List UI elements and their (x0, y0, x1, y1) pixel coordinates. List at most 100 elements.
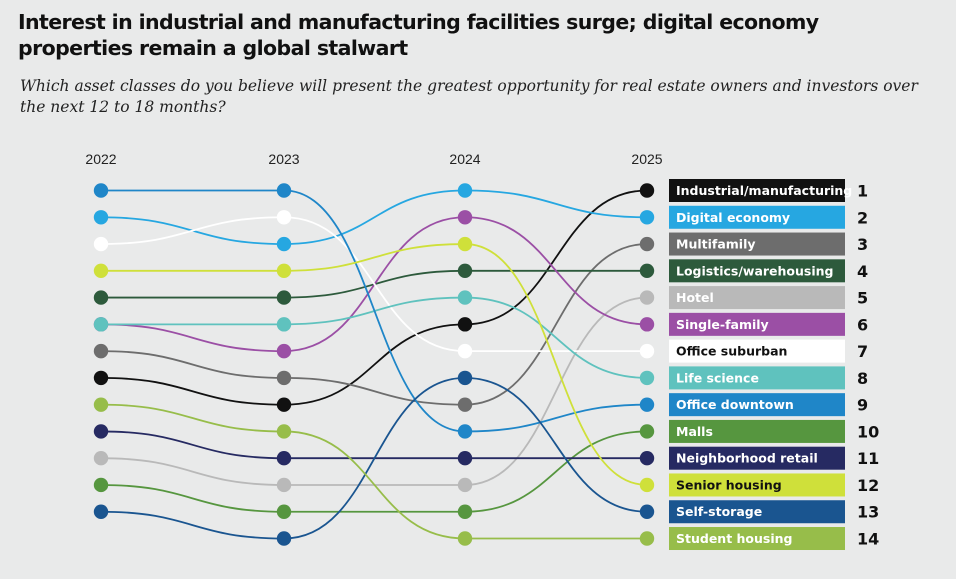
point-student-housing-2022 (93, 397, 109, 412)
point-office-suburban-2023 (276, 210, 292, 225)
legend-label-single-family: Single-family (676, 317, 769, 332)
point-malls-2025 (639, 424, 655, 439)
point-student-housing-2025 (639, 531, 655, 546)
rank-number-7: 7 (857, 342, 868, 361)
rank-number-9: 9 (857, 396, 868, 415)
rank-legend: Industrial/manufacturing 1 Digital economy… (669, 179, 879, 551)
legend-label-self-storage: Self-storage (676, 504, 762, 519)
point-student-housing-2023 (276, 424, 292, 439)
point-single-family-2024 (457, 210, 473, 225)
rank-number-2: 2 (857, 208, 868, 227)
point-self-storage-2022 (93, 504, 109, 519)
series-line-office-downtown (101, 189, 648, 433)
series-line-single-family (100, 216, 648, 353)
point-senior-housing-2022 (93, 263, 109, 279)
year-axis: 2022 2023 2024 2025 (85, 151, 662, 167)
point-digital-economy-2023 (276, 236, 292, 252)
point-digital-economy-2024 (457, 183, 473, 198)
point-office-suburban-2022 (93, 236, 109, 252)
rank-number-6: 6 (857, 315, 868, 334)
point-self-storage-2025 (639, 504, 655, 519)
year-label-2024: 2024 (449, 151, 480, 167)
point-multifamily-2025 (639, 236, 655, 252)
point-logistics-warehousing-2024 (457, 263, 473, 279)
legend-box-single-family (669, 312, 845, 336)
legend-label-office-downtown: Office downtown (676, 397, 794, 412)
rank-number-4: 4 (857, 262, 868, 281)
point-industrial-manufacturing-2024 (457, 317, 473, 332)
chart-title: Interest in industrial and manufacturing… (18, 10, 819, 60)
series-dots (93, 183, 655, 546)
point-industrial-manufacturing-2023 (276, 397, 292, 412)
legend-box-self-storage (669, 500, 845, 524)
point-malls-2022 (93, 477, 109, 493)
point-life-science-2023 (276, 317, 292, 332)
point-logistics-warehousing-2023 (276, 290, 292, 305)
point-digital-economy-2025 (639, 210, 655, 225)
point-neighborhood-retail-2023 (276, 451, 292, 466)
legend-box-neighborhood-retail (669, 446, 845, 470)
point-industrial-manufacturing-2025 (639, 183, 655, 198)
point-digital-economy-2022 (93, 210, 109, 225)
series-line-malls (100, 430, 648, 513)
point-neighborhood-retail-2022 (93, 424, 109, 439)
series-line-neighborhood-retail (100, 430, 647, 460)
point-multifamily-2023 (276, 370, 292, 386)
point-office-downtown-2022 (93, 183, 109, 198)
legend-label-malls: Malls (676, 424, 713, 439)
year-label-2023: 2023 (268, 151, 299, 167)
legend-label-senior-housing: Senior housing (676, 477, 782, 492)
legend-label-industrial-manufacturing: Industrial/manufacturing (676, 183, 852, 198)
rank-number-1: 1 (857, 182, 868, 201)
legend-label-hotel: Hotel (676, 290, 714, 305)
legend-box-digital-economy (669, 205, 845, 229)
year-label-2022: 2022 (85, 151, 116, 167)
chart-subtitle: Which asset classes do you believe will … (20, 77, 918, 116)
point-student-housing-2024 (457, 531, 473, 546)
legend-label-office-suburban: Office suburban (676, 344, 787, 359)
point-logistics-warehousing-2022 (93, 290, 109, 305)
legend-box-office-suburban (669, 339, 845, 363)
point-life-science-2025 (639, 370, 655, 386)
rank-number-8: 8 (857, 369, 868, 388)
point-logistics-warehousing-2025 (639, 263, 655, 279)
legend-label-student-housing: Student housing (676, 531, 793, 546)
point-hotel-2023 (276, 477, 292, 493)
rank-number-14: 14 (857, 530, 879, 549)
legend-label-logistics-warehousing: Logistics/warehousing (676, 263, 833, 278)
point-industrial-manufacturing-2022 (93, 370, 109, 386)
point-life-science-2024 (457, 290, 473, 305)
series-line-office-suburban (100, 216, 647, 353)
legend-box-senior-housing (669, 473, 845, 497)
rank-number-12: 12 (857, 476, 879, 495)
point-hotel-2022 (93, 451, 109, 466)
legend-box-life-science (669, 366, 845, 390)
point-office-downtown-2024 (457, 424, 473, 439)
legend-label-digital-economy: Digital economy (676, 210, 790, 225)
legend-box-multifamily (669, 232, 845, 256)
point-office-suburban-2024 (457, 343, 473, 359)
legend-box-student-housing (669, 527, 845, 551)
point-senior-housing-2024 (457, 236, 473, 252)
rank-number-3: 3 (857, 235, 868, 254)
point-malls-2023 (276, 504, 292, 519)
legend-box-malls (669, 419, 845, 443)
year-label-2025: 2025 (631, 151, 662, 167)
point-multifamily-2022 (93, 343, 109, 359)
series-line-digital-economy (100, 189, 648, 245)
point-self-storage-2024 (457, 370, 473, 386)
series-lines (100, 189, 648, 540)
point-senior-housing-2025 (639, 477, 655, 493)
point-office-suburban-2025 (639, 343, 655, 359)
point-single-family-2025 (639, 317, 655, 332)
point-office-downtown-2023 (276, 183, 292, 198)
series-line-senior-housing (100, 243, 648, 486)
point-multifamily-2024 (457, 397, 473, 412)
legend-box-logistics-warehousing (669, 259, 845, 283)
point-hotel-2025 (639, 290, 655, 305)
point-self-storage-2023 (276, 531, 292, 546)
series-line-student-housing (100, 403, 647, 540)
point-malls-2024 (457, 504, 473, 519)
rank-number-11: 11 (857, 449, 879, 468)
